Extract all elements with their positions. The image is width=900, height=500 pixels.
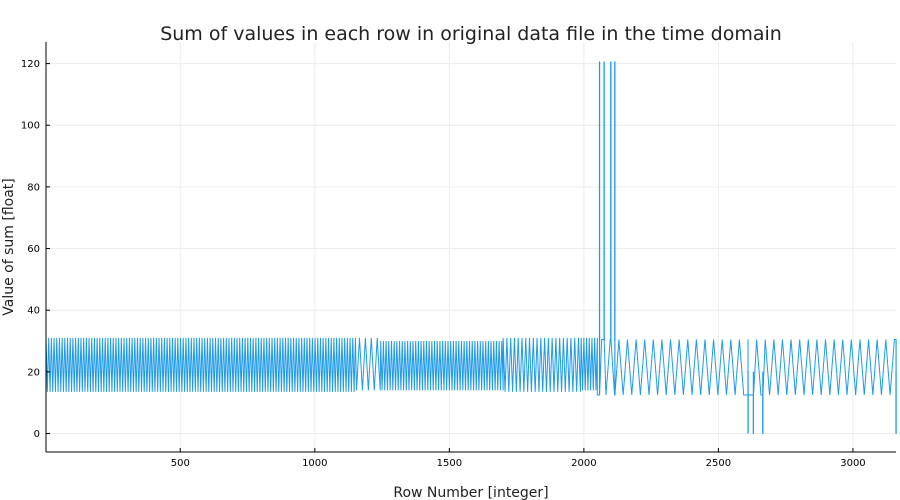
y-axis-label: Value of sum [float] [1, 178, 17, 315]
y-tick-labels: 0 20 40 60 80 100 120 [21, 59, 50, 440]
x-axis-label: Row Number [integer] [393, 485, 548, 500]
series-layer [45, 61, 897, 434]
y-tick-label: 60 [27, 244, 40, 255]
x-tick-label: 3000 [840, 458, 865, 469]
x-tick-label: 2500 [706, 458, 731, 469]
x-tick-label: 500 [171, 458, 190, 469]
x-tick-label: 1000 [302, 458, 327, 469]
y-tick-label: 100 [21, 121, 40, 132]
y-tick-label: 20 [27, 367, 40, 378]
x-tick-label: 2000 [571, 458, 596, 469]
y-tick-label: 40 [27, 306, 40, 317]
x-tick-label: 1500 [437, 458, 462, 469]
y-tick-label: 120 [21, 59, 40, 70]
x-tick-labels: 500 1000 1500 2000 2500 3000 [171, 448, 866, 469]
y-tick-label: 80 [27, 182, 40, 193]
chart-title: Sum of values in each row in original da… [160, 23, 782, 45]
y-tick-label: 0 [34, 429, 40, 440]
